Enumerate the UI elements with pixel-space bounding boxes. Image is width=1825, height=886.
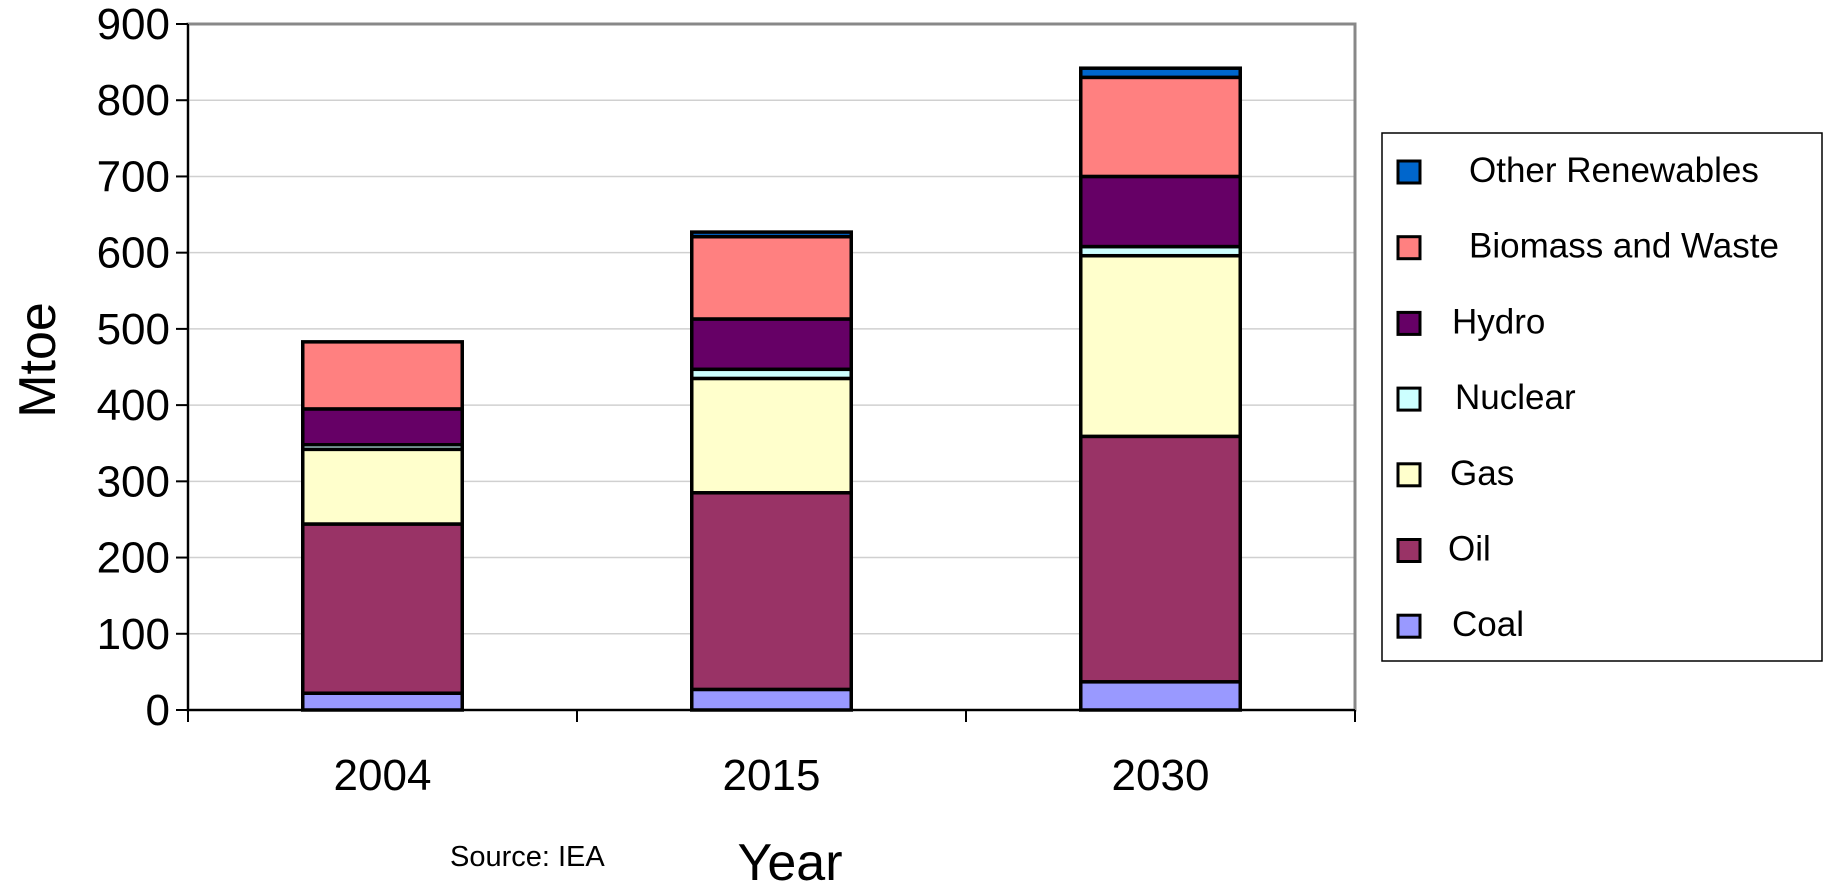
y-tick-label: 200 — [97, 534, 170, 583]
axes — [176, 23, 1356, 722]
legend-label: Hydro — [1452, 302, 1545, 341]
legend-label: Other Renewables — [1469, 151, 1759, 190]
bar-segment — [690, 687, 853, 712]
bar-segment — [1079, 434, 1242, 684]
bar-segment — [301, 407, 464, 447]
bar-segment — [1079, 66, 1242, 80]
legend-swatch — [1396, 159, 1422, 185]
y-tick-label: 600 — [97, 229, 170, 278]
y-tick-label: 800 — [97, 76, 170, 125]
bar-segment — [690, 317, 853, 372]
bar-segment — [301, 340, 464, 411]
legend-swatch — [1396, 235, 1422, 261]
bar-segment — [301, 691, 464, 712]
x-tick-label: 2030 — [1112, 751, 1210, 800]
y-axis-label: Mtoe — [9, 302, 67, 418]
bar-segment — [301, 522, 464, 695]
legend-label: Biomass and Waste — [1469, 227, 1779, 266]
y-tick-label: 500 — [97, 305, 170, 354]
legend-label: Oil — [1448, 530, 1491, 569]
y-tick-label: 700 — [97, 152, 170, 201]
y-tick-label: 400 — [97, 381, 170, 430]
legend-label: Nuclear — [1455, 378, 1576, 417]
legend-swatch — [1396, 462, 1422, 488]
y-tick-label: 0 — [146, 686, 170, 735]
legend: Other Renewables Biomass and Waste Hydro Nu… — [1381, 132, 1823, 662]
legend-label: Gas — [1450, 454, 1514, 493]
x-tick-labels: 2004 2015 2030 — [334, 751, 1210, 800]
source-note: Source: IEA — [450, 841, 605, 873]
legend-label: Coal — [1452, 605, 1524, 644]
bar-segment — [690, 230, 853, 239]
bar-segment — [690, 376, 853, 495]
x-axis-label: Year — [737, 834, 842, 886]
legend-swatch — [1396, 386, 1422, 412]
bar-segment — [1079, 75, 1242, 179]
bar-segment — [690, 234, 853, 321]
y-tick-label: 900 — [97, 0, 170, 49]
bar-stacks — [301, 66, 1242, 712]
x-tick-label: 2004 — [334, 751, 432, 800]
legend-box — [1381, 132, 1823, 662]
legend-swatch — [1396, 538, 1422, 563]
bar-segment — [690, 491, 853, 692]
bar-segment — [1079, 253, 1242, 439]
bar-segment — [1079, 680, 1242, 712]
y-tick-label: 100 — [97, 610, 170, 659]
y-tick-label: 300 — [97, 457, 170, 506]
legend-swatch — [1396, 613, 1422, 639]
y-tick-labels: 0 100 200 300 400 500 600 700 800 900 — [97, 0, 170, 735]
bar-segment — [301, 447, 464, 526]
x-tick-label: 2015 — [723, 751, 821, 800]
legend-swatch — [1396, 310, 1422, 336]
bar-segment — [1079, 174, 1242, 249]
